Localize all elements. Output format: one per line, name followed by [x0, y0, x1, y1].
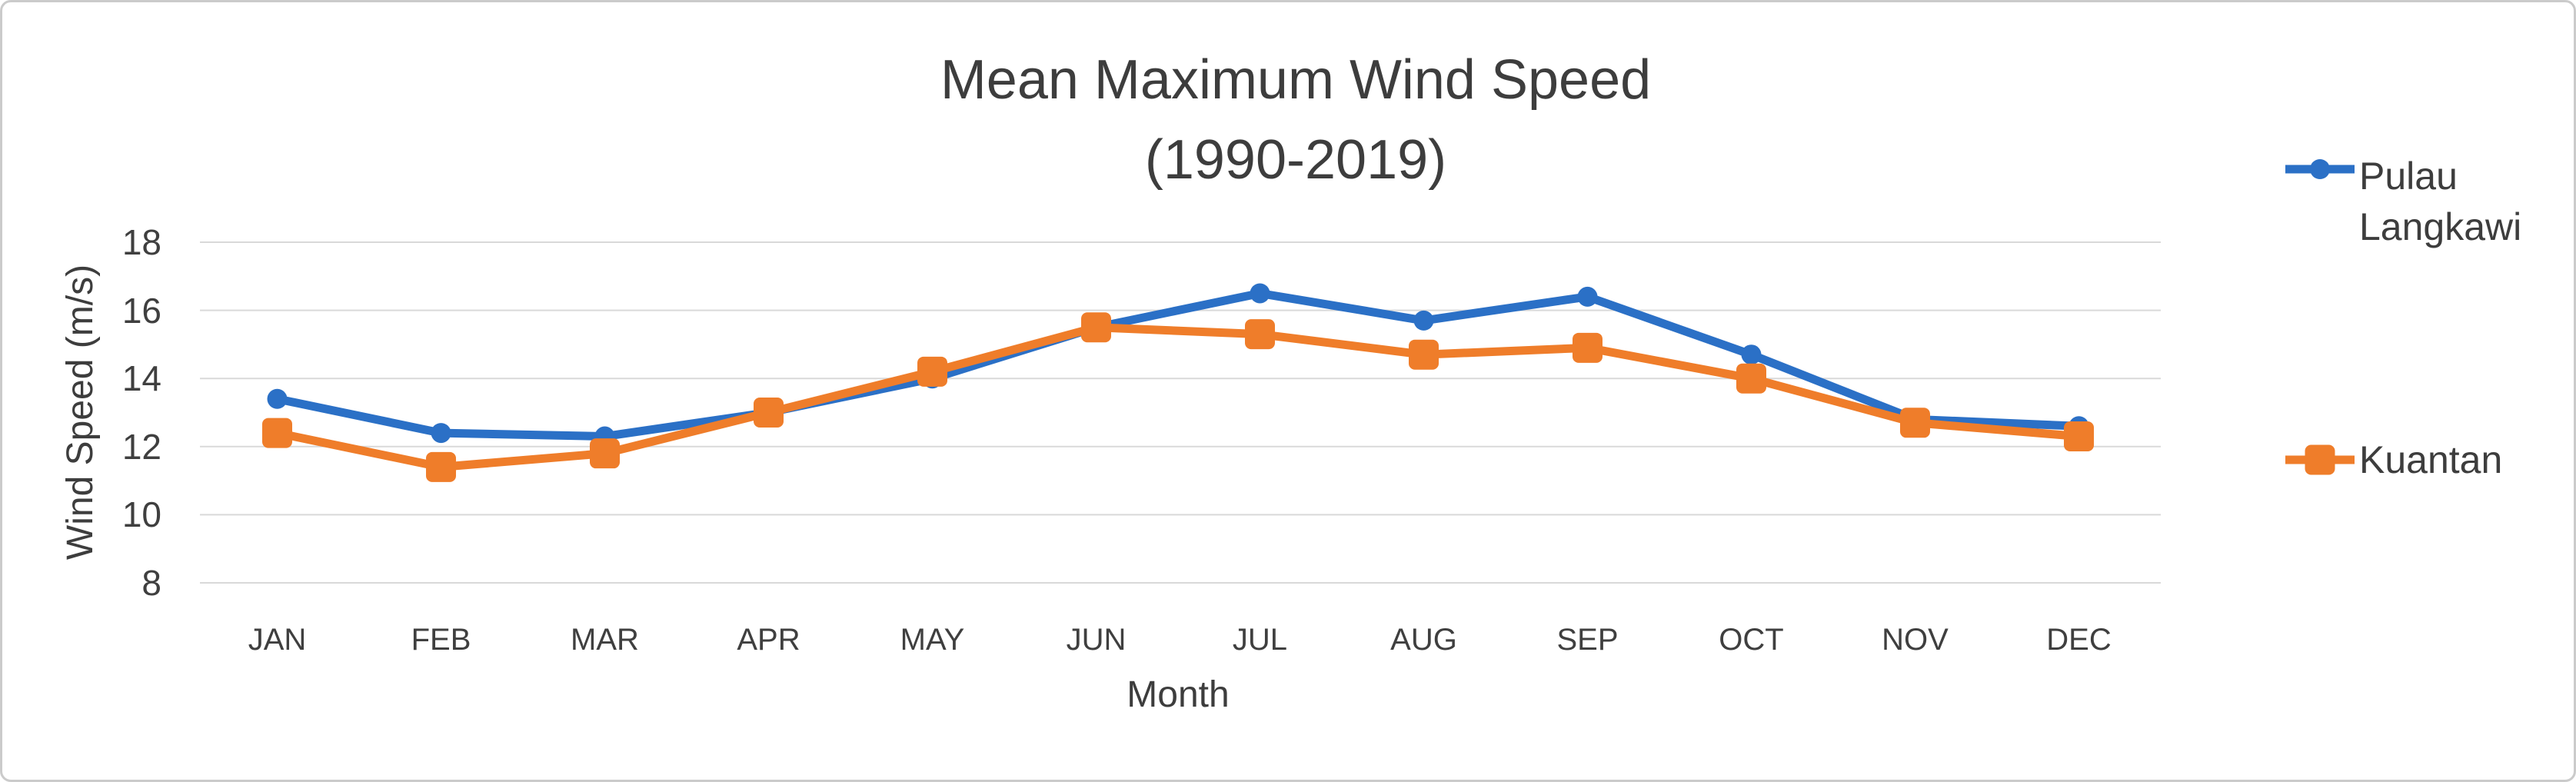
x-tick-label: MAY	[900, 623, 965, 657]
square-marker	[1245, 319, 1275, 350]
x-tick-label: APR	[737, 623, 800, 657]
x-tick-label: FEB	[411, 623, 471, 657]
x-tick-label: DEC	[2046, 623, 2112, 657]
square-marker	[2305, 444, 2335, 475]
x-tick-label: JAN	[248, 623, 307, 657]
circle-marker	[1413, 310, 1434, 331]
y-tick-label: 14	[121, 358, 161, 399]
square-marker	[426, 451, 456, 482]
square-marker	[754, 398, 784, 428]
x-tick-label: JUN	[1066, 623, 1127, 657]
square-marker	[1081, 312, 1111, 343]
x-tick-label: OCT	[1719, 623, 1784, 657]
chart-title-block: Mean Maximum Wind Speed (1990-2019)	[15, 40, 2576, 200]
square-marker	[917, 356, 947, 387]
chart-title: Mean Maximum Wind Speed	[940, 49, 1652, 111]
x-tick-label: AUG	[1390, 623, 1457, 657]
square-marker	[1409, 339, 1439, 370]
chart-subtitle: (1990-2019)	[1144, 129, 1447, 191]
circle-marker	[1250, 283, 1270, 304]
square-marker	[1736, 363, 1766, 394]
y-tick-label: 8	[141, 563, 161, 603]
x-tick-label: SEP	[1556, 623, 1619, 657]
legend-label-kuantan: Kuantan	[2359, 438, 2503, 481]
circle-marker	[1741, 344, 1762, 365]
x-tick-label: JUL	[1232, 623, 1288, 657]
y-tick-label: 16	[121, 290, 161, 331]
y-tick-label: 10	[121, 494, 161, 535]
circle-marker	[267, 388, 288, 409]
series-line-pulau-langkawi	[276, 288, 2079, 441]
x-axis-title: Month	[1127, 674, 1230, 715]
circle-marker	[2310, 159, 2330, 179]
circle-marker	[1577, 286, 1598, 307]
x-tick-label: NOV	[1882, 623, 1949, 657]
x-tick-label: MAR	[571, 623, 639, 657]
square-marker	[2064, 421, 2094, 452]
square-marker	[1900, 408, 1930, 438]
legend-label-pulau-langkawi: Pulau Langkawi	[2359, 155, 2522, 248]
y-tick-label: 18	[121, 222, 161, 262]
y-tick-label: 12	[121, 426, 161, 467]
series-line-kuantan	[276, 323, 2079, 471]
square-marker	[262, 418, 292, 448]
square-marker	[590, 438, 620, 469]
circle-marker	[431, 423, 451, 444]
square-marker	[1573, 332, 1603, 363]
